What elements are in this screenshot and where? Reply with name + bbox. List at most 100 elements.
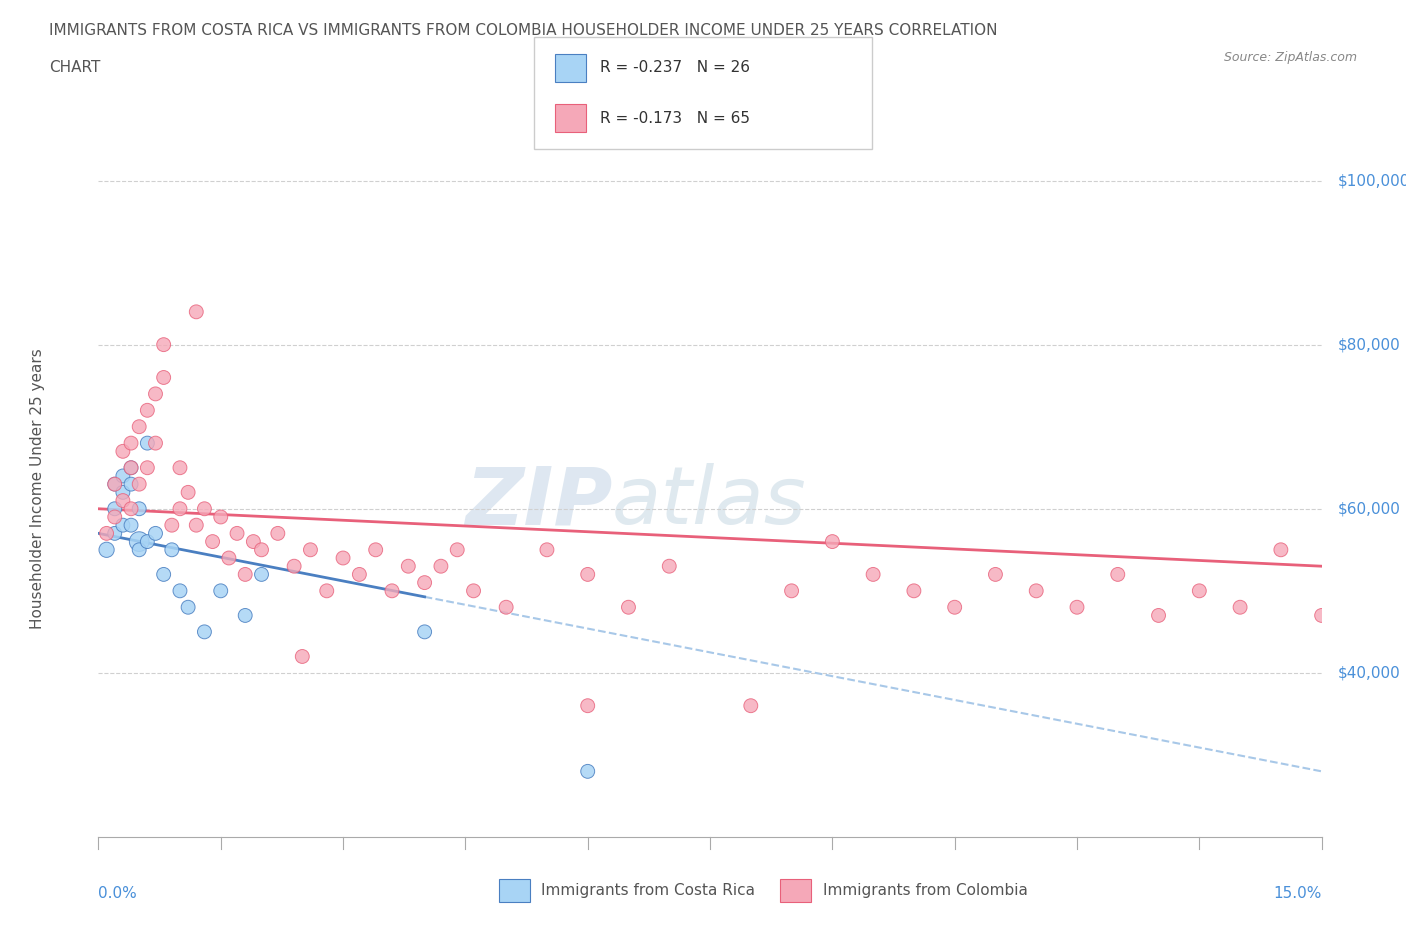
Text: Immigrants from Costa Rica: Immigrants from Costa Rica [541, 884, 755, 898]
Point [193, 501, 215, 516]
Point [463, 583, 485, 598]
Point [242, 534, 264, 549]
Point [111, 469, 134, 484]
Point [169, 460, 191, 475]
Point [120, 460, 142, 475]
Point [821, 534, 844, 549]
Point [658, 559, 681, 574]
Point [145, 435, 167, 450]
Point [120, 477, 142, 492]
Point [413, 575, 436, 590]
Point [299, 542, 322, 557]
Point [136, 534, 159, 549]
Text: ZIP: ZIP [465, 463, 612, 541]
Point [193, 624, 215, 639]
Text: Immigrants from Colombia: Immigrants from Colombia [823, 884, 1028, 898]
Point [169, 501, 191, 516]
Point [120, 435, 142, 450]
Text: $100,000: $100,000 [1339, 173, 1406, 188]
Point [120, 460, 142, 475]
Point [104, 501, 127, 516]
Point [1025, 583, 1047, 598]
Point [226, 526, 249, 541]
Point [104, 510, 127, 525]
Point [446, 542, 468, 557]
Point [315, 583, 337, 598]
Text: $80,000: $80,000 [1339, 338, 1400, 352]
Point [1066, 600, 1088, 615]
Point [177, 600, 200, 615]
Text: $60,000: $60,000 [1339, 501, 1400, 516]
Point [120, 501, 142, 516]
Point [145, 526, 167, 541]
Point [1107, 567, 1129, 582]
Text: R = -0.173   N = 65: R = -0.173 N = 65 [600, 111, 751, 126]
Point [233, 567, 256, 582]
Point [396, 559, 419, 574]
Point [576, 698, 599, 713]
Point [576, 567, 599, 582]
Text: Householder Income Under 25 years: Householder Income Under 25 years [30, 348, 45, 629]
Point [984, 567, 1007, 582]
Point [136, 435, 159, 450]
Point [381, 583, 404, 598]
Point [283, 559, 305, 574]
Point [111, 493, 134, 508]
Text: IMMIGRANTS FROM COSTA RICA VS IMMIGRANTS FROM COLOMBIA HOUSEHOLDER INCOME UNDER : IMMIGRANTS FROM COSTA RICA VS IMMIGRANTS… [49, 23, 998, 38]
Point [128, 477, 150, 492]
Point [943, 600, 966, 615]
Point [617, 600, 640, 615]
Point [169, 583, 191, 598]
Point [96, 542, 118, 557]
Point [267, 526, 290, 541]
Point [1270, 542, 1292, 557]
Point [128, 501, 150, 516]
Point [495, 600, 517, 615]
Point [128, 419, 150, 434]
Point [862, 567, 884, 582]
Point [104, 477, 127, 492]
Point [160, 542, 183, 557]
Text: atlas: atlas [612, 463, 807, 541]
Point [145, 387, 167, 402]
Point [201, 534, 224, 549]
Point [177, 485, 200, 499]
Point [160, 518, 183, 533]
Point [111, 444, 134, 458]
Point [233, 608, 256, 623]
Point [128, 534, 150, 549]
Point [576, 764, 599, 778]
Point [430, 559, 453, 574]
Text: 0.0%: 0.0% [98, 886, 138, 901]
Point [291, 649, 314, 664]
Point [120, 518, 142, 533]
Point [111, 518, 134, 533]
Point [349, 567, 371, 582]
Point [152, 338, 174, 352]
Text: CHART: CHART [49, 60, 101, 75]
Point [1229, 600, 1251, 615]
Point [1147, 608, 1170, 623]
Point [250, 567, 273, 582]
Point [740, 698, 762, 713]
Point [209, 583, 232, 598]
Text: 15.0%: 15.0% [1274, 886, 1322, 901]
Point [903, 583, 925, 598]
Point [780, 583, 803, 598]
Point [536, 542, 558, 557]
Point [104, 477, 127, 492]
Point [1188, 583, 1211, 598]
Text: Source: ZipAtlas.com: Source: ZipAtlas.com [1223, 51, 1357, 64]
Point [332, 551, 354, 565]
Point [104, 526, 127, 541]
Point [1310, 608, 1333, 623]
Point [136, 460, 159, 475]
Point [136, 403, 159, 418]
Point [186, 304, 208, 319]
Point [250, 542, 273, 557]
Point [152, 567, 174, 582]
Text: $40,000: $40,000 [1339, 665, 1400, 681]
Point [218, 551, 240, 565]
Text: R = -0.237   N = 26: R = -0.237 N = 26 [600, 60, 751, 75]
Point [152, 370, 174, 385]
